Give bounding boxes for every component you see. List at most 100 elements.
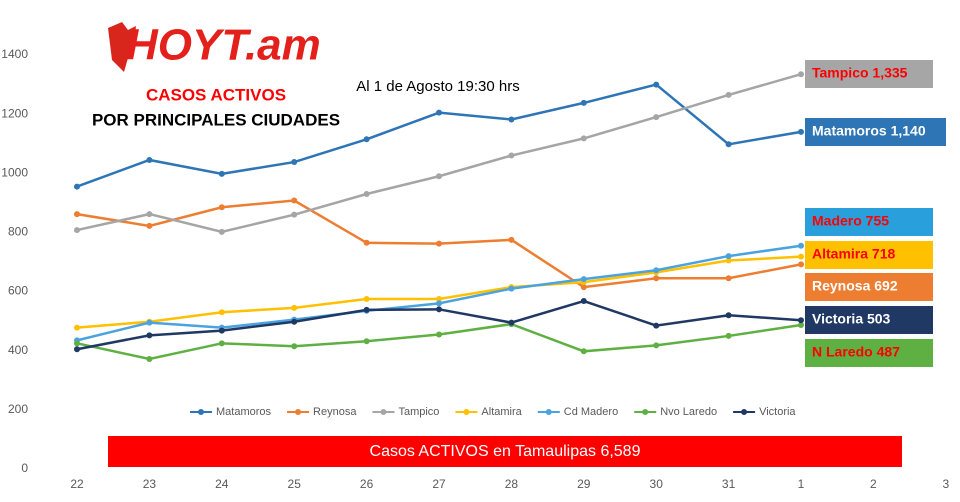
data-point (146, 319, 153, 326)
annotation: Tampico 1,335 (812, 65, 908, 81)
data-point (580, 135, 587, 142)
data-point (146, 222, 153, 229)
legend-label: Tampico (398, 406, 439, 418)
data-point (218, 170, 225, 177)
data-point (363, 338, 370, 345)
legend-marker (295, 409, 302, 415)
annotation: Madero 755 (812, 213, 889, 229)
legend-label: Cd Madero (564, 406, 618, 418)
legend-label: Reynosa (313, 406, 357, 418)
annotation-box (805, 208, 933, 236)
annotation: Matamoros 1,140 (812, 123, 926, 139)
data-point (291, 197, 298, 204)
annotation: Reynosa 692 (812, 278, 898, 294)
data-point (653, 114, 660, 121)
data-point (508, 319, 515, 326)
data-point (653, 81, 660, 88)
x-tick-label: 27 (432, 477, 446, 491)
data-point (291, 318, 298, 325)
data-point (580, 298, 587, 305)
annotation: Victoria 503 (812, 311, 891, 327)
annotation-box (805, 60, 933, 88)
x-tick-label: 3 (942, 477, 949, 491)
data-point (798, 128, 804, 135)
data-point (725, 253, 732, 260)
data-point (580, 99, 587, 106)
data-point (146, 211, 153, 218)
data-point (74, 227, 80, 234)
x-tick-label: 23 (143, 477, 157, 491)
logo: HOYT.am (126, 21, 321, 70)
data-point (74, 211, 80, 218)
data-point (436, 109, 442, 116)
y-tick-label: 0 (21, 461, 28, 475)
data-point (146, 355, 153, 362)
annotation-box (805, 241, 933, 269)
annotation: Altamira 718 (812, 246, 895, 262)
x-tick-label: 31 (722, 477, 736, 491)
data-point (798, 242, 804, 249)
data-point (798, 253, 804, 260)
data-point (291, 159, 298, 166)
x-tick-label: 1 (798, 477, 805, 491)
data-point (74, 346, 80, 353)
data-point (508, 116, 515, 123)
x-tick-label: 22 (70, 477, 84, 491)
x-tick-label: 24 (215, 477, 229, 491)
annotation-box (805, 118, 946, 146)
data-point (436, 300, 442, 307)
legend-marker (642, 409, 649, 415)
annotation-box (805, 273, 933, 301)
data-point (218, 309, 225, 316)
data-point (363, 295, 370, 302)
chart-subtitle: POR PRINCIPALES CIUDADES (92, 110, 340, 129)
legend-label: Victoria (759, 406, 796, 418)
data-point (508, 285, 515, 292)
annotation-box (805, 306, 933, 334)
data-point (74, 340, 80, 347)
data-point (436, 331, 442, 338)
legend-marker (198, 409, 204, 415)
y-tick-label: 1200 (1, 106, 28, 120)
legend-label: Nvo Laredo (660, 406, 717, 418)
x-tick-label: 2 (870, 477, 877, 491)
data-point (74, 324, 80, 331)
legend-marker (741, 409, 748, 415)
x-tick-label: 29 (577, 477, 591, 491)
y-tick-label: 800 (8, 225, 28, 239)
data-point (798, 261, 804, 268)
data-point (580, 348, 587, 355)
y-tick-label: 400 (8, 343, 28, 357)
data-point (218, 204, 225, 211)
data-point (74, 183, 80, 190)
data-point (291, 304, 298, 311)
data-point (798, 317, 804, 324)
x-tick-label: 26 (360, 477, 374, 491)
x-tick-label: 28 (505, 477, 519, 491)
data-point (798, 321, 804, 328)
chart-title: CASOS ACTIVOS (146, 85, 286, 104)
data-point (580, 284, 587, 291)
data-point (508, 152, 515, 159)
data-point (580, 276, 587, 283)
data-point (653, 342, 660, 349)
data-point (146, 156, 153, 163)
y-tick-label: 1000 (1, 165, 28, 179)
data-point (363, 136, 370, 143)
data-point (508, 236, 515, 243)
data-point (291, 343, 298, 350)
banner: Casos ACTIVOS en Tamaulipas 6,589 (370, 443, 641, 460)
data-point (363, 190, 370, 197)
data-point (653, 267, 660, 274)
data-point (725, 91, 732, 98)
data-point (436, 240, 442, 247)
date-note: Al 1 de Agosto 19:30 hrs (356, 78, 519, 95)
data-point (798, 71, 804, 78)
logo-shape (108, 22, 136, 72)
y-tick-label: 200 (8, 402, 28, 416)
data-point (653, 275, 660, 282)
annotation: N Laredo 487 (812, 344, 900, 360)
y-tick-label: 600 (8, 284, 28, 298)
